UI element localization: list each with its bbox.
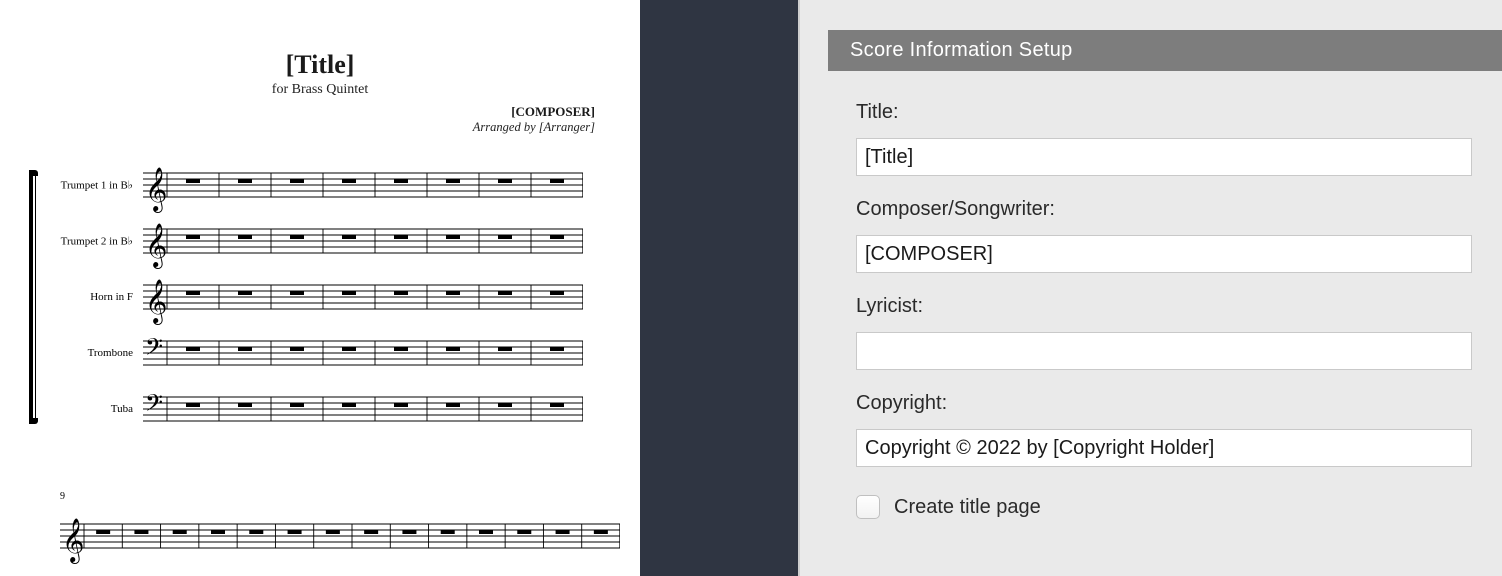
lyricist-input[interactable] (856, 332, 1472, 370)
score-info-panel: Score Information Setup Title: Composer/… (798, 0, 1502, 576)
staff: 𝄞 (143, 268, 583, 326)
measure-number: 9 (60, 491, 65, 502)
staff-row: Trumpet 2 in B♭𝄞 (143, 213, 605, 269)
score-header: [Title] for Brass Quintet (35, 50, 605, 98)
create-title-page-row: Create title page (856, 495, 1472, 519)
svg-text:𝄞: 𝄞 (145, 168, 167, 213)
score-subtitle: for Brass Quintet (35, 82, 605, 98)
instrument-label: Trumpet 2 in B♭ (35, 235, 133, 248)
composer-label: Composer/Songwriter: (856, 198, 1472, 221)
staff: 𝄞 (143, 212, 583, 270)
copyright-label: Copyright: (856, 392, 1472, 415)
staff: 𝄞 (143, 156, 583, 214)
score-page: [Title] for Brass Quintet [COMPOSER] Arr… (0, 0, 640, 576)
score-system-1: Trumpet 1 in B♭𝄞Trumpet 2 in B♭𝄞Horn in … (35, 157, 605, 437)
composer-input[interactable] (856, 235, 1472, 273)
svg-text:𝄢: 𝄢 (145, 391, 163, 422)
score-arranger: Arranged by [Arranger] (35, 120, 595, 135)
lyricist-label: Lyricist: (856, 295, 1472, 318)
title-label: Title: (856, 101, 1472, 124)
staff: 𝄢 (143, 324, 583, 382)
score-composer: [COMPOSER] (35, 104, 595, 120)
section-header: Score Information Setup (828, 30, 1502, 71)
staff-row: Trombone𝄢 (143, 325, 605, 381)
create-title-page-label: Create title page (894, 496, 1041, 519)
score-title: [Title] (35, 50, 605, 80)
svg-text:𝄞: 𝄞 (62, 519, 84, 564)
score-system-2: 9 𝄞 (35, 507, 605, 565)
create-title-page-checkbox[interactable] (856, 495, 880, 519)
svg-text:𝄢: 𝄢 (145, 335, 163, 366)
instrument-label: Tuba (35, 403, 133, 415)
instrument-label: Trombone (35, 347, 133, 359)
staff-row: Trumpet 1 in B♭𝄞 (143, 157, 605, 213)
staff-row: Horn in F𝄞 (143, 269, 605, 325)
system-bracket (29, 175, 33, 419)
staff-row: Tuba𝄢 (143, 381, 605, 437)
copyright-input[interactable] (856, 429, 1472, 467)
instrument-label: Horn in F (35, 291, 133, 303)
instrument-label: Trumpet 1 in B♭ (35, 179, 133, 192)
staff: 𝄞 (60, 507, 620, 565)
staff: 𝄢 (143, 380, 583, 438)
svg-text:𝄞: 𝄞 (145, 280, 167, 325)
score-preview-pane: [Title] for Brass Quintet [COMPOSER] Arr… (0, 0, 798, 576)
title-input[interactable] (856, 138, 1472, 176)
svg-text:𝄞: 𝄞 (145, 224, 167, 269)
score-credits: [COMPOSER] Arranged by [Arranger] (35, 104, 595, 135)
